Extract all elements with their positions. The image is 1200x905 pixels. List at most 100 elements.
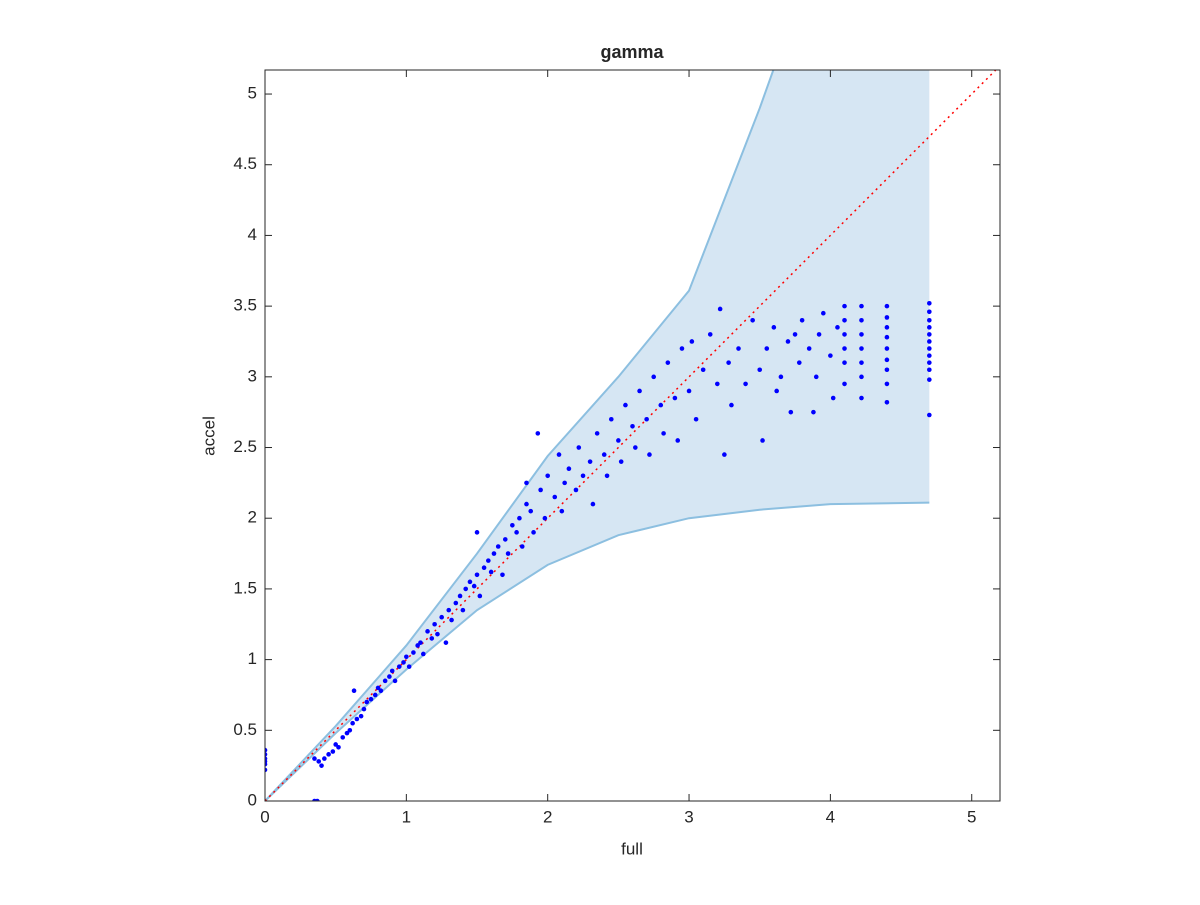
y-tick-label: 1 xyxy=(248,649,257,668)
scatter-point xyxy=(693,416,699,422)
y-tick-label: 3.5 xyxy=(233,296,257,315)
scatter-point xyxy=(661,431,666,436)
scatter-point xyxy=(835,325,840,330)
scatter-point xyxy=(524,480,529,486)
scatter-point xyxy=(859,395,864,401)
scatter-point xyxy=(811,409,816,415)
scatter-point xyxy=(387,674,392,679)
x-tick-label: 5 xyxy=(967,807,976,826)
scatter-point xyxy=(658,402,664,408)
scatter-point xyxy=(457,593,463,599)
scatter-point xyxy=(750,317,755,323)
scatter-point xyxy=(884,303,890,309)
scatter-point xyxy=(927,325,932,330)
scatter-point xyxy=(637,388,642,394)
scatter-point xyxy=(566,466,572,472)
scatter-point xyxy=(453,600,459,606)
scatter-point xyxy=(382,678,388,684)
scatter-point xyxy=(372,692,378,698)
scatter-point xyxy=(340,735,346,740)
y-tick-label: 5 xyxy=(248,84,257,103)
scatter-point xyxy=(531,530,536,535)
x-tick-label: 2 xyxy=(543,807,552,826)
scatter-point xyxy=(495,544,501,549)
scatter-point xyxy=(314,798,320,801)
scatter-point xyxy=(333,742,338,747)
scatter-point xyxy=(707,332,713,337)
scatter-point xyxy=(927,412,932,418)
scatter-point xyxy=(344,730,350,736)
scatter-point xyxy=(432,621,437,627)
scatter-point xyxy=(715,381,720,387)
scatter-point xyxy=(672,395,678,401)
plot-area xyxy=(265,70,997,801)
scatter-point xyxy=(361,706,367,712)
scatter-point xyxy=(651,374,657,380)
scatter-point xyxy=(884,367,890,373)
scatter-point xyxy=(330,749,336,754)
scatter-point xyxy=(927,339,932,344)
scatter-point xyxy=(927,377,932,382)
scatter-point xyxy=(623,402,628,408)
scatter-point xyxy=(859,346,864,351)
scatter-point xyxy=(842,360,847,365)
scatter-point xyxy=(375,685,381,691)
scatter-point xyxy=(630,424,635,429)
scatter-point xyxy=(576,445,582,450)
scatter-point xyxy=(265,767,268,773)
scatter-point xyxy=(859,303,864,309)
scatter-point xyxy=(421,651,426,657)
scatter-point xyxy=(514,530,519,535)
scatter-point xyxy=(552,494,558,500)
scatter-point xyxy=(608,416,614,422)
scatter-point xyxy=(316,759,322,764)
scatter-point xyxy=(726,360,731,365)
scatter-point xyxy=(828,353,833,358)
scatter-point xyxy=(792,332,798,337)
scatter-point xyxy=(647,452,652,457)
scatter-point xyxy=(590,501,596,507)
scatter-point xyxy=(927,332,932,337)
scatter-point xyxy=(813,374,819,380)
scatter-point xyxy=(406,664,412,669)
scatter-point xyxy=(505,551,511,556)
scatter-point xyxy=(594,431,600,436)
scatter-point xyxy=(927,309,932,315)
scatter-point xyxy=(265,759,268,764)
scatter-point xyxy=(443,640,449,645)
axes-box xyxy=(264,69,1001,802)
scatter-point xyxy=(351,688,357,694)
scatter-point xyxy=(446,607,452,613)
scatter-point xyxy=(491,551,497,556)
scatter-point xyxy=(700,367,706,373)
scatter-point xyxy=(265,747,268,753)
scatter-point xyxy=(633,445,638,450)
scatter-point xyxy=(884,357,890,363)
scatter-point xyxy=(785,339,791,344)
x-tick-label: 1 xyxy=(402,807,411,826)
scatter-point xyxy=(771,325,777,330)
scatter-point xyxy=(859,332,864,337)
scatter-point xyxy=(319,763,324,768)
chart-title: gamma xyxy=(600,42,664,62)
scatter-point xyxy=(686,388,692,394)
scatter-point xyxy=(474,572,480,578)
scatter-point xyxy=(927,317,932,323)
x-tick-label: 0 xyxy=(260,807,269,826)
x-axis-label: full xyxy=(621,839,643,858)
y-tick-label: 0 xyxy=(248,790,257,809)
scatter-point xyxy=(884,325,890,330)
scatter-point xyxy=(481,565,487,571)
scatter-point xyxy=(884,381,890,387)
scatter-point xyxy=(389,668,395,674)
scatter-point xyxy=(535,431,541,436)
y-tick-label: 4.5 xyxy=(233,154,257,173)
scatter-point xyxy=(842,381,847,387)
scatter-point xyxy=(859,360,864,365)
scatter-point xyxy=(799,317,805,323)
scatter-point xyxy=(347,728,353,733)
scatter-point xyxy=(587,459,593,464)
scatter-point xyxy=(358,713,364,719)
